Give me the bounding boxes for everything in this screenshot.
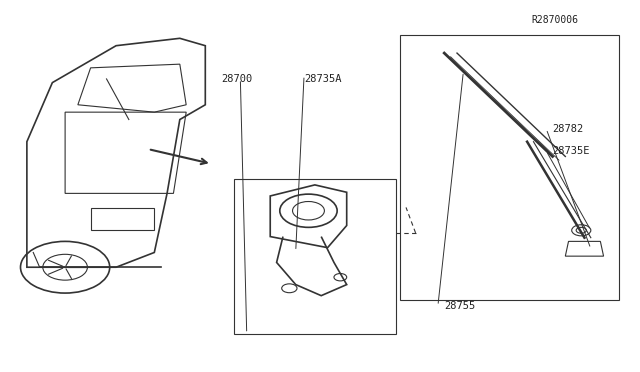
Text: 28700: 28700 — [221, 74, 253, 84]
Bar — [91, 208, 154, 230]
Text: 28782: 28782 — [552, 124, 584, 134]
Text: 28735E: 28735E — [552, 146, 590, 156]
Bar — [399, 35, 620, 301]
Text: R2870006: R2870006 — [531, 15, 578, 25]
Text: 28755: 28755 — [444, 301, 476, 311]
Text: 28735A: 28735A — [304, 74, 342, 84]
Bar — [234, 179, 396, 334]
